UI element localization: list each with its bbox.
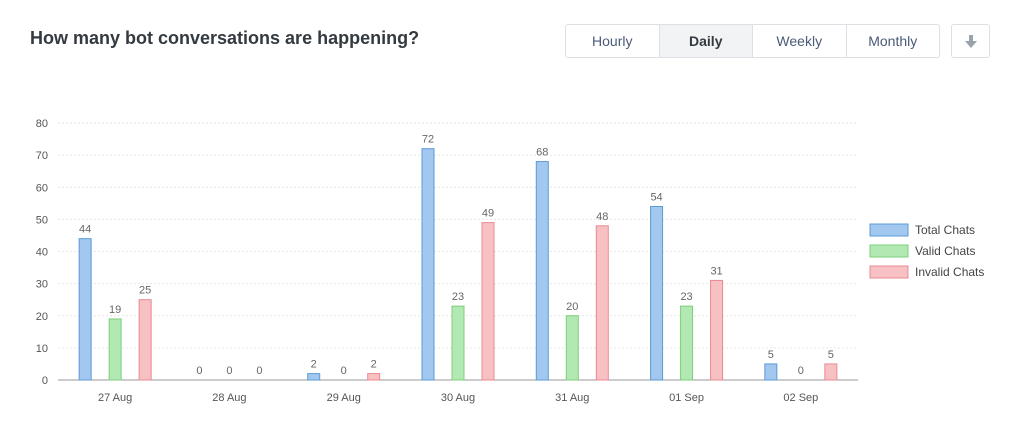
legend-swatch bbox=[869, 223, 909, 237]
period-weekly-button[interactable]: Weekly bbox=[753, 25, 847, 57]
x-tick-label: 02 Sep bbox=[783, 392, 818, 404]
bar bbox=[710, 279, 724, 381]
data-label: 0 bbox=[341, 365, 347, 377]
data-label: 23 bbox=[680, 291, 692, 303]
data-label: 23 bbox=[452, 291, 464, 303]
data-label: 31 bbox=[710, 265, 722, 277]
y-tick-label: 30 bbox=[36, 279, 48, 291]
data-label: 0 bbox=[226, 365, 232, 377]
data-label: 25 bbox=[139, 285, 151, 297]
period-daily-button[interactable]: Daily bbox=[659, 25, 753, 57]
period-selector: Hourly Daily Weekly Monthly bbox=[565, 24, 940, 58]
bar bbox=[680, 305, 694, 381]
bar bbox=[108, 318, 122, 381]
y-tick-label: 10 bbox=[36, 343, 48, 355]
period-monthly-button[interactable]: Monthly bbox=[868, 33, 918, 49]
bar bbox=[824, 363, 838, 381]
x-tick-label: 28 Aug bbox=[212, 392, 246, 404]
data-label: 54 bbox=[650, 192, 662, 204]
x-tick-label: 01 Sep bbox=[669, 392, 704, 404]
data-label: 2 bbox=[311, 359, 317, 371]
data-label: 2 bbox=[371, 359, 377, 371]
bar bbox=[650, 206, 664, 381]
page-title: How many bot conversations are happening… bbox=[30, 28, 420, 48]
bar bbox=[138, 299, 152, 381]
period-hourly-button[interactable]: Hourly bbox=[566, 25, 660, 57]
data-label: 20 bbox=[566, 301, 578, 313]
bar bbox=[367, 373, 381, 381]
data-label: 44 bbox=[79, 224, 91, 236]
bar bbox=[764, 363, 778, 381]
data-label: 68 bbox=[536, 147, 548, 159]
data-label: 5 bbox=[768, 349, 774, 361]
x-tick-label: 30 Aug bbox=[441, 392, 475, 404]
y-tick-label: 0 bbox=[42, 375, 48, 387]
legend-label: Valid Chats bbox=[915, 244, 975, 258]
data-label: 0 bbox=[196, 365, 202, 377]
data-label: 5 bbox=[828, 349, 834, 361]
legend-label: Total Chats bbox=[915, 223, 975, 237]
y-tick-label: 80 bbox=[36, 118, 48, 130]
y-tick-label: 60 bbox=[36, 182, 48, 194]
bar bbox=[78, 238, 92, 381]
y-tick-label: 20 bbox=[36, 311, 48, 323]
data-label: 19 bbox=[109, 304, 121, 316]
x-tick-label: 27 Aug bbox=[98, 392, 132, 404]
bar bbox=[451, 305, 465, 381]
y-tick-label: 50 bbox=[36, 214, 48, 226]
data-label: 48 bbox=[596, 211, 608, 223]
bar bbox=[307, 373, 321, 381]
download-button[interactable] bbox=[951, 24, 990, 58]
legend-label: Invalid Chats bbox=[915, 265, 984, 279]
y-tick-label: 70 bbox=[36, 150, 48, 162]
legend-swatch bbox=[869, 244, 909, 258]
x-tick-label: 31 Aug bbox=[555, 392, 589, 404]
data-label: 72 bbox=[422, 134, 434, 146]
arrow-down-icon bbox=[964, 34, 977, 48]
legend-swatch bbox=[869, 265, 909, 279]
data-label: 0 bbox=[798, 365, 804, 377]
y-tick-label: 40 bbox=[36, 247, 48, 259]
bar bbox=[421, 148, 435, 381]
x-tick-label: 29 Aug bbox=[327, 392, 361, 404]
bar bbox=[565, 315, 579, 381]
data-label: 49 bbox=[482, 208, 494, 220]
bar bbox=[481, 222, 495, 381]
data-label: 0 bbox=[256, 365, 262, 377]
bar bbox=[595, 225, 609, 381]
bar bbox=[535, 161, 549, 381]
